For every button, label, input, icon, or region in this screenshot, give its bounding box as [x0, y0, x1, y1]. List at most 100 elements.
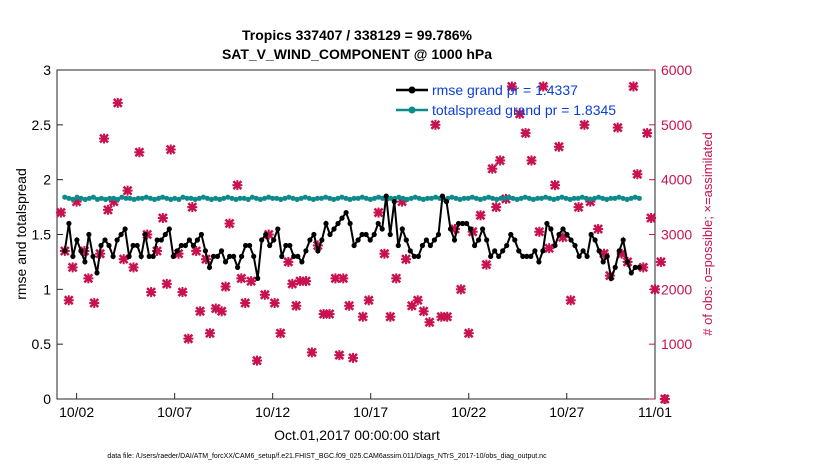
totalspread-point	[420, 196, 426, 202]
rmse-point	[130, 242, 136, 249]
rmse-point	[315, 248, 321, 254]
rmse-point	[355, 237, 361, 243]
totalspread-point	[98, 195, 105, 201]
obs-point	[183, 333, 194, 344]
rmse-point	[411, 253, 417, 259]
rmse-point	[492, 248, 498, 254]
totalspread-point	[469, 194, 475, 200]
totalspread-point	[543, 194, 549, 200]
obs-assimilated-series	[55, 81, 670, 404]
rmse-point	[387, 231, 393, 238]
rmse-point	[399, 226, 405, 232]
obs-point	[55, 207, 66, 218]
y-axis-right-label: # of obs: o=possible; ×=assimilated	[700, 132, 715, 335]
totalspread-point	[612, 195, 618, 201]
rmse-point	[327, 231, 333, 238]
totalspread-point	[204, 195, 210, 201]
rmse-point	[532, 248, 538, 254]
rmse-point	[636, 264, 642, 270]
rmse-point	[295, 253, 301, 259]
rmse-point	[512, 237, 518, 243]
obs-point	[195, 306, 206, 317]
totalspread-point	[208, 196, 215, 202]
rmse-point	[202, 248, 208, 254]
obs-point	[363, 295, 374, 306]
totalspread-point	[143, 194, 149, 200]
rmse-point	[604, 253, 610, 259]
rmse-point	[150, 253, 156, 259]
rmse-point	[235, 264, 241, 270]
totalspread-point	[547, 195, 553, 201]
rmse-point	[251, 253, 257, 259]
obs-point	[259, 289, 270, 300]
rmse-point	[500, 248, 506, 254]
totalspread-point	[433, 194, 439, 200]
totalspread-point	[514, 196, 520, 202]
obs-point	[251, 355, 262, 366]
totalspread-point	[481, 195, 488, 201]
totalspread-point	[579, 194, 585, 200]
obs-point	[63, 295, 74, 306]
obs-point	[373, 207, 384, 218]
obs-point	[291, 300, 302, 311]
obs-point	[306, 347, 317, 358]
totalspread-point	[302, 194, 308, 200]
rmse-point	[279, 253, 285, 259]
rmse-point	[624, 259, 630, 265]
totalspread-point	[323, 194, 329, 200]
totalspread-point	[160, 194, 166, 200]
rmse-point	[608, 275, 614, 281]
obs-point	[146, 287, 157, 298]
rmse-point	[194, 237, 200, 243]
obs-point	[628, 81, 639, 92]
rmse-point	[154, 237, 160, 243]
obs-point	[134, 147, 145, 158]
totalspread-point	[249, 194, 255, 200]
rmse-point	[142, 231, 148, 238]
obs-point	[455, 284, 466, 295]
totalspread-point	[266, 194, 272, 200]
totalspread-point	[583, 195, 589, 201]
rmse-point	[347, 220, 353, 227]
rmse-point	[580, 248, 586, 254]
totalspread-point	[257, 196, 263, 202]
obs-point	[538, 81, 549, 92]
totalspread-point	[502, 195, 508, 201]
rmse-point	[383, 193, 389, 199]
totalspread-point	[103, 196, 109, 202]
totalspread-point	[225, 194, 231, 200]
rmse-point	[371, 231, 377, 238]
obs-point	[240, 298, 251, 309]
totalspread-point	[351, 195, 357, 201]
rmse-point	[299, 259, 305, 265]
obs-point	[424, 317, 435, 328]
rmse-point	[259, 237, 265, 243]
obs-point	[334, 350, 345, 361]
y-left-tick-label: 1	[43, 281, 51, 297]
rmse-point	[227, 253, 233, 259]
rmse-point	[271, 237, 277, 243]
rmse-point	[476, 237, 482, 243]
rmse-point	[98, 242, 104, 249]
rmse-point	[319, 237, 325, 243]
y-right-tick-label: 4000	[661, 172, 692, 188]
rmse-point	[239, 253, 245, 259]
rmse-point	[331, 226, 337, 232]
obs-point	[553, 141, 564, 152]
obs-point	[118, 254, 129, 265]
rmse-point	[106, 242, 112, 249]
obs-point	[646, 213, 657, 224]
obs-point	[463, 328, 474, 339]
rmse-point	[572, 242, 578, 249]
obs-point	[385, 311, 396, 322]
totalspread-point	[107, 195, 113, 201]
totalspread-point	[400, 195, 406, 201]
totalspread-point	[339, 194, 345, 200]
rmse-point	[323, 220, 329, 227]
obs-point	[659, 394, 670, 404]
obs-point	[655, 256, 666, 267]
totalspread-point	[412, 194, 418, 200]
y-left-tick-label: 3	[43, 62, 51, 78]
rmse-point	[568, 237, 574, 243]
rmse-point	[114, 237, 120, 243]
